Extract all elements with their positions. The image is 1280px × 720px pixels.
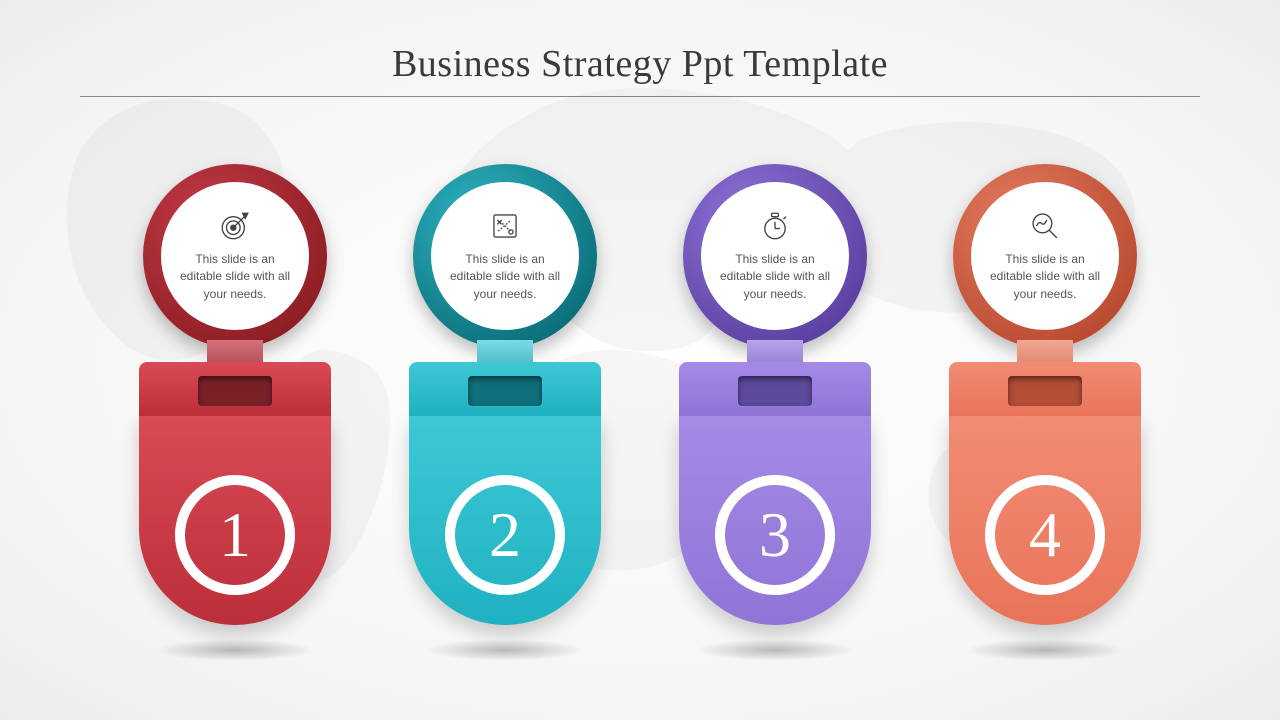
head-inner-4: This slide is an editable slide with all…: [971, 182, 1119, 330]
target-icon: [218, 209, 252, 243]
stopwatch-icon: [758, 209, 792, 243]
head-inner-1: This slide is an editable slide with all…: [161, 182, 309, 330]
shadow-4: [965, 639, 1125, 661]
body-block-4: 4: [949, 415, 1141, 625]
slot-box-4: [949, 362, 1141, 416]
num-circle-1: 1: [175, 475, 295, 595]
body-block-3: 3: [679, 415, 871, 625]
num-circle-2: 2: [445, 475, 565, 595]
body-block-1: 1: [139, 415, 331, 625]
num-circle-4: 4: [985, 475, 1105, 595]
num-2: 2: [489, 498, 521, 572]
shadow-3: [695, 639, 855, 661]
strategy-item-4: This slide is an editable slide with all…: [945, 164, 1145, 661]
head-ring-4: This slide is an editable slide with all…: [953, 164, 1137, 348]
head-inner-3: This slide is an editable slide with all…: [701, 182, 849, 330]
strategy-item-3: This slide is an editable slide with all…: [675, 164, 875, 661]
items-row: This slide is an editable slide with all…: [0, 109, 1280, 661]
item-desc-3: This slide is an editable slide with all…: [713, 251, 837, 303]
body-block-2: 2: [409, 415, 601, 625]
analytics-search-icon: [1028, 209, 1062, 243]
page-title: Business Strategy Ppt Template: [80, 42, 1200, 86]
head-ring-3: This slide is an editable slide with all…: [683, 164, 867, 348]
item-desc-2: This slide is an editable slide with all…: [443, 251, 567, 303]
num-1: 1: [219, 498, 251, 572]
slot-box-1: [139, 362, 331, 416]
num-3: 3: [759, 498, 791, 572]
num-4: 4: [1029, 498, 1061, 572]
slot-box-2: [409, 362, 601, 416]
shadow-1: [155, 639, 315, 661]
strategy-item-2: This slide is an editable slide with all…: [405, 164, 605, 661]
head-inner-2: This slide is an editable slide with all…: [431, 182, 579, 330]
tactics-icon: [488, 209, 522, 243]
head-ring-2: This slide is an editable slide with all…: [413, 164, 597, 348]
shadow-2: [425, 639, 585, 661]
item-desc-1: This slide is an editable slide with all…: [173, 251, 297, 303]
num-circle-3: 3: [715, 475, 835, 595]
slot-box-3: [679, 362, 871, 416]
head-ring-1: This slide is an editable slide with all…: [143, 164, 327, 348]
item-desc-4: This slide is an editable slide with all…: [983, 251, 1107, 303]
strategy-item-1: This slide is an editable slide with all…: [135, 164, 335, 661]
title-block: Business Strategy Ppt Template: [0, 0, 1280, 109]
title-rule: [80, 96, 1200, 97]
